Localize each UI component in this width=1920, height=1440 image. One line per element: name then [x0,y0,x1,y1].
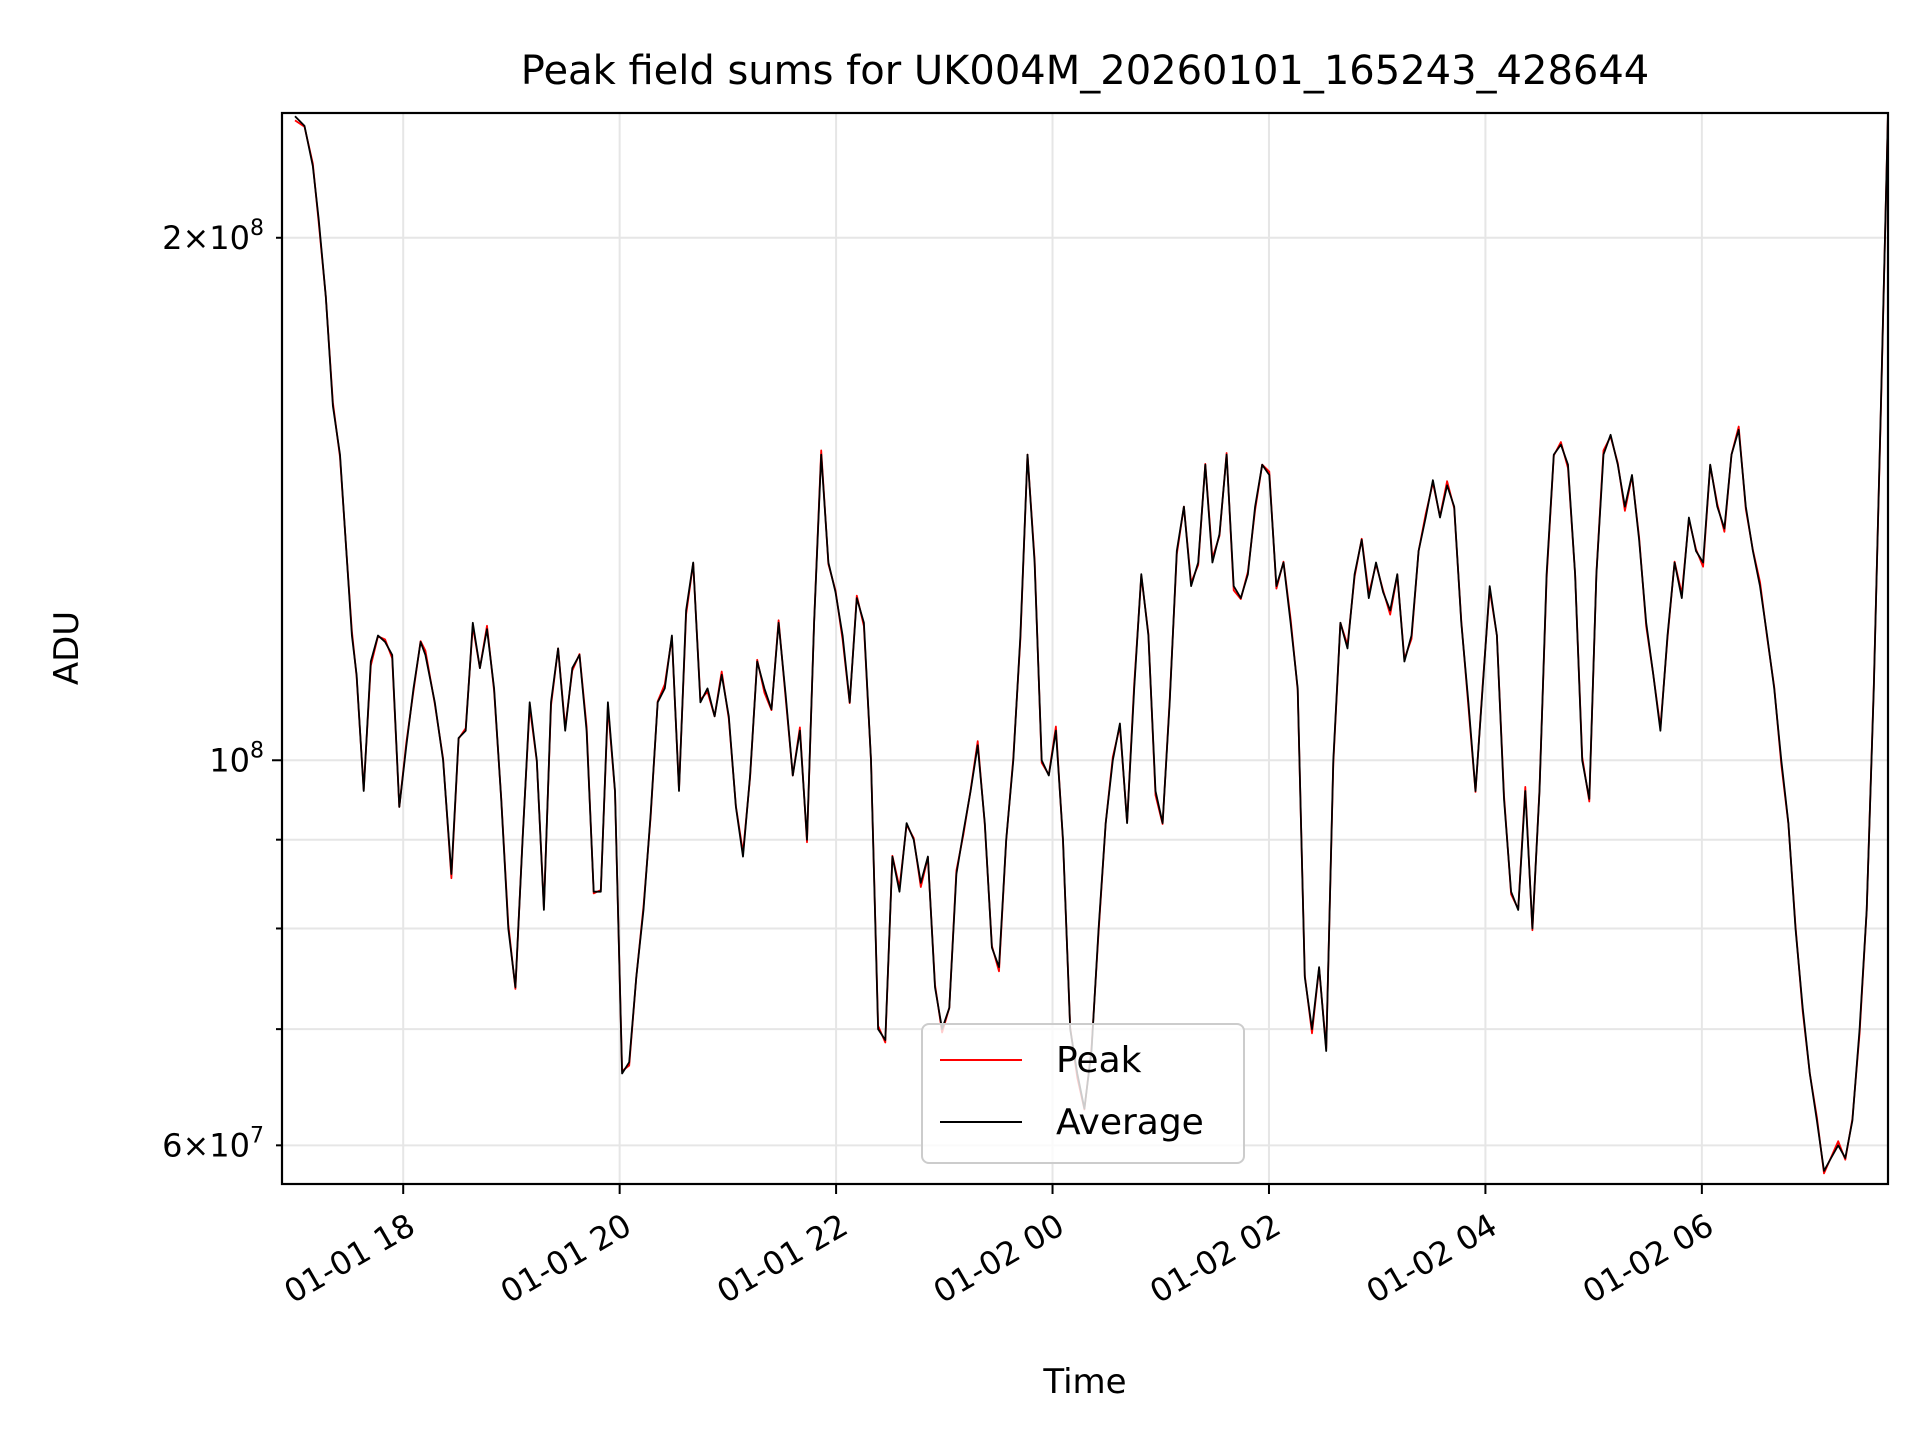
plot-frame [280,111,1890,1186]
x-axis-label: Time [1042,1362,1126,1402]
legend: Peak Average [921,1023,1245,1164]
y-tick-label: 108 [209,738,264,779]
chart-title: Peak field sums for UK004M_20260101_1652… [521,48,1650,94]
y-tick-label: 2×108 [162,216,264,257]
y-axis: 2×108 108 6×107 [162,216,282,1164]
legend-average-label: Average [1056,1102,1204,1143]
y-tick-label: 6×107 [162,1123,264,1164]
y-axis-label: ADU [47,611,87,685]
legend-box [921,1023,1245,1164]
legend-peak-label: Peak [1056,1040,1142,1081]
